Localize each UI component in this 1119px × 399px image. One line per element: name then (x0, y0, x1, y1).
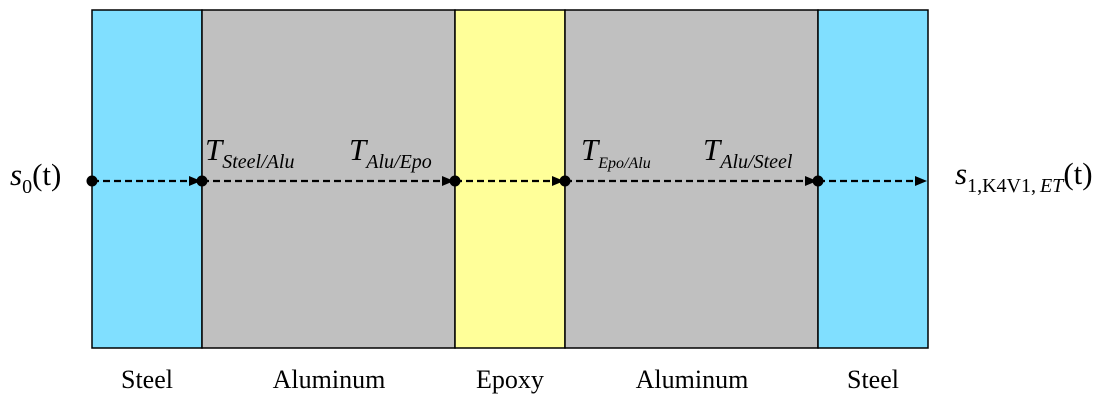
layer-label-aluminum-left: Aluminum (273, 365, 386, 394)
coefficient-steel-alu: TSteel/Alu (205, 132, 294, 173)
interface-dot-epo-alu (559, 175, 571, 187)
layer-steel-left (91, 9, 203, 349)
coefficient-alu-steel: TAlu/Steel (703, 132, 793, 173)
layer-aluminum-left (201, 9, 456, 349)
interface-dot-alu-epo (449, 175, 461, 187)
coefficient-epo-alu: TEpo/Alu (581, 132, 651, 172)
output-signal-label: s1,K4V1, ET(t) (955, 156, 1093, 197)
layer-steel-right (817, 9, 929, 349)
layer-aluminum-right (564, 9, 819, 349)
input-signal-label: s0(t) (10, 157, 61, 198)
layer-label-steel-right: Steel (847, 365, 899, 394)
interface-dot-input (86, 175, 98, 187)
layer-label-aluminum-right: Aluminum (636, 365, 749, 394)
coefficient-alu-epo: TAlu/Epo (349, 132, 432, 173)
interface-dot-alu-steel (812, 175, 824, 187)
layer-epoxy (454, 9, 566, 349)
interface-dot-steel-alu (196, 175, 208, 187)
layer-label-steel-left: Steel (121, 365, 173, 394)
layer-label-epoxy: Epoxy (476, 365, 544, 394)
